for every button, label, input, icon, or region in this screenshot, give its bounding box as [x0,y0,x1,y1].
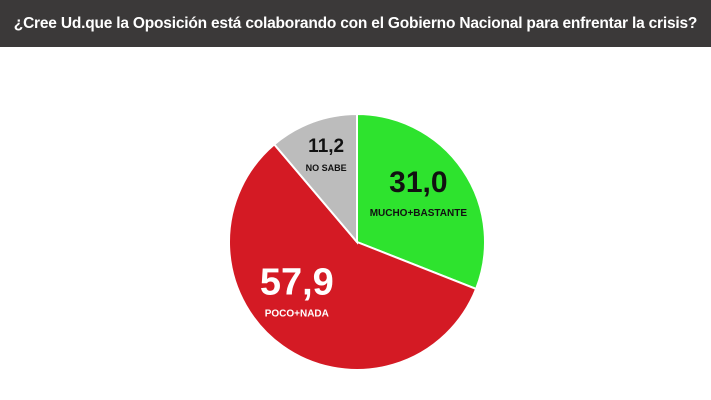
pie-slice-poco-nada [228,142,478,371]
pie-value-label: 11,2 [308,136,344,157]
pie-value-label: 31,0 [389,166,447,199]
chart-title: ¿Cree Ud.que la Oposición está colaboran… [13,14,698,32]
pie-category-label: POCO+NADA [265,309,329,320]
header-bar: ¿Cree Ud.que la Oposición está colaboran… [0,0,711,47]
pie-slice-mucho-bastante [356,112,486,291]
pie-category-label: MUCHO+BASTANTE [370,208,468,219]
pie-slices [228,112,486,371]
pie-slice-no-sabe [272,112,358,245]
pie-chart: 31,0 MUCHO+BASTANTE 57,9 POCO+NADA 11,2 NO SA… [228,112,486,371]
pie-category-label: NO SABE [306,163,347,173]
pie-value-label: 57,9 [260,262,334,304]
pie-labels: 31,0 MUCHO+BASTANTE 57,9 POCO+NADA 11,2 NO SA… [260,136,468,320]
